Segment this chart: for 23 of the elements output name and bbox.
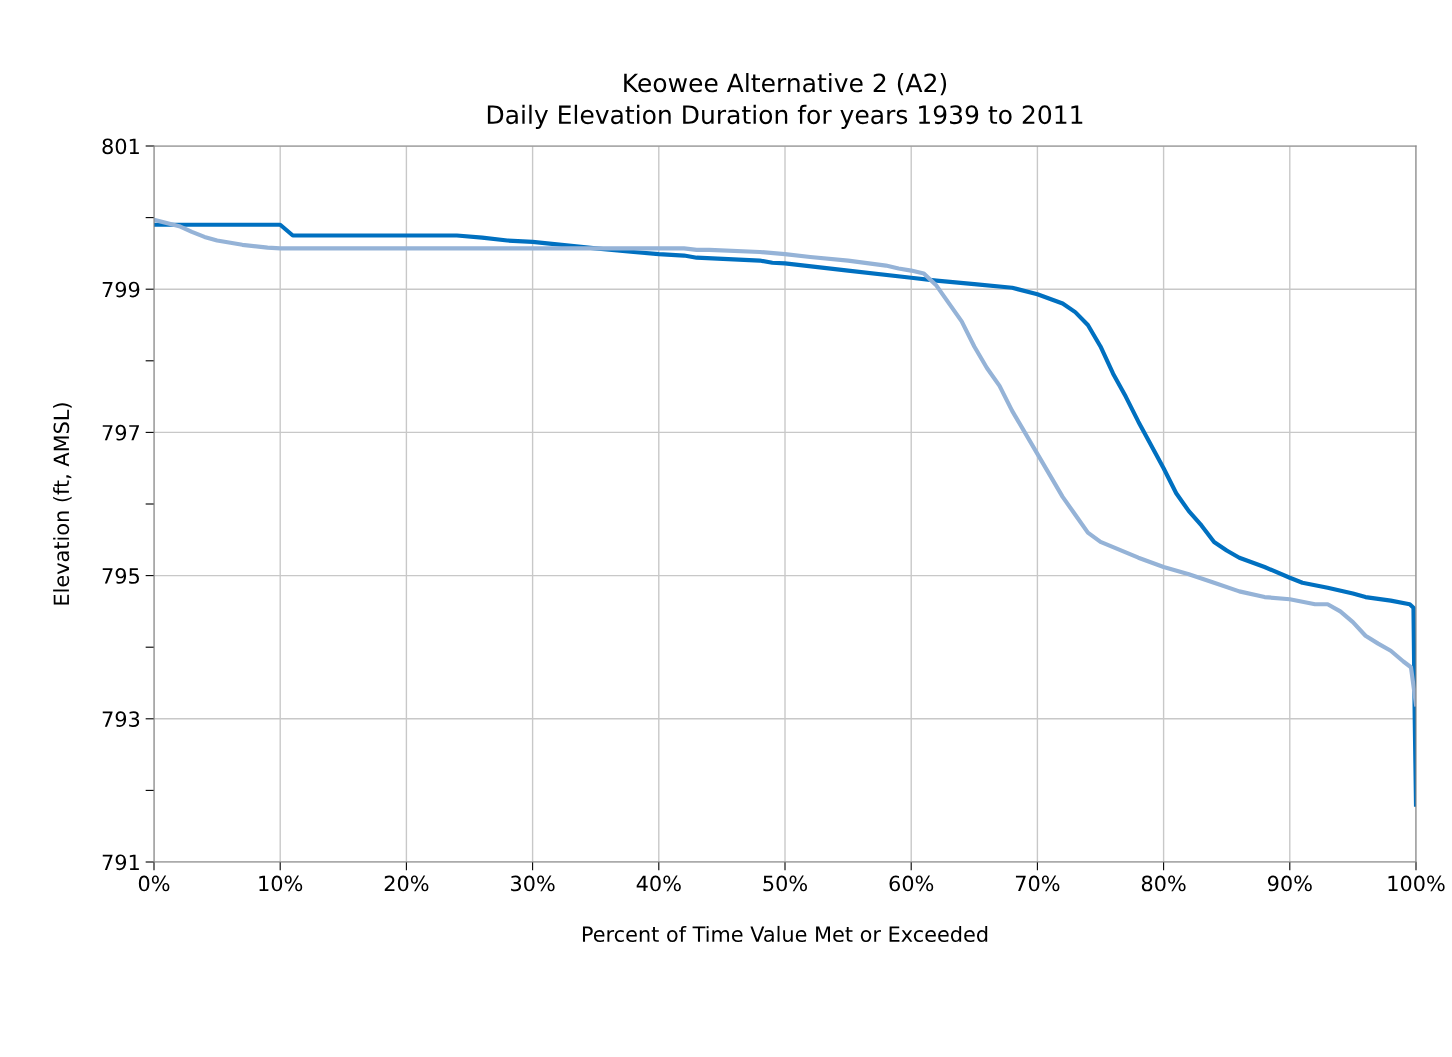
y-axis-title: Elevation (ft, AMSL) bbox=[53, 403, 72, 605]
x-tick-label: 20% bbox=[384, 875, 429, 892]
x-tick-label: 100% bbox=[1388, 875, 1445, 892]
x-tick-label: 0% bbox=[138, 875, 170, 892]
x-tick-label: 10% bbox=[259, 875, 303, 892]
y-tick-label: 797 bbox=[102, 424, 140, 441]
x-tick-label: 80% bbox=[1141, 875, 1186, 892]
y-tick-label: 799 bbox=[102, 281, 140, 298]
x-tick-label: 40% bbox=[636, 875, 681, 892]
x-tick-label: 90% bbox=[1267, 875, 1312, 892]
chart-title: Keowee Alternative 2 (A2) bbox=[624, 72, 947, 96]
line-series bbox=[154, 217, 1416, 707]
y-tick-label: 801 bbox=[102, 138, 139, 155]
x-axis-title: Percent of Time Value Met or Exceeded bbox=[582, 925, 988, 943]
x-tick-label: 30% bbox=[511, 875, 555, 892]
y-tick-label: 795 bbox=[102, 568, 139, 584]
x-tick-label: 50% bbox=[763, 875, 807, 892]
y-tick-label: 793 bbox=[102, 711, 140, 728]
chart-subtitle: Daily Elevation Duration for years 1939 to 2011 bbox=[487, 104, 1083, 129]
x-tick-label: 70% bbox=[1015, 875, 1060, 892]
x-tick-label: 60% bbox=[889, 875, 934, 892]
line-series bbox=[154, 222, 1416, 807]
y-tick-label: 791 bbox=[102, 854, 139, 871]
